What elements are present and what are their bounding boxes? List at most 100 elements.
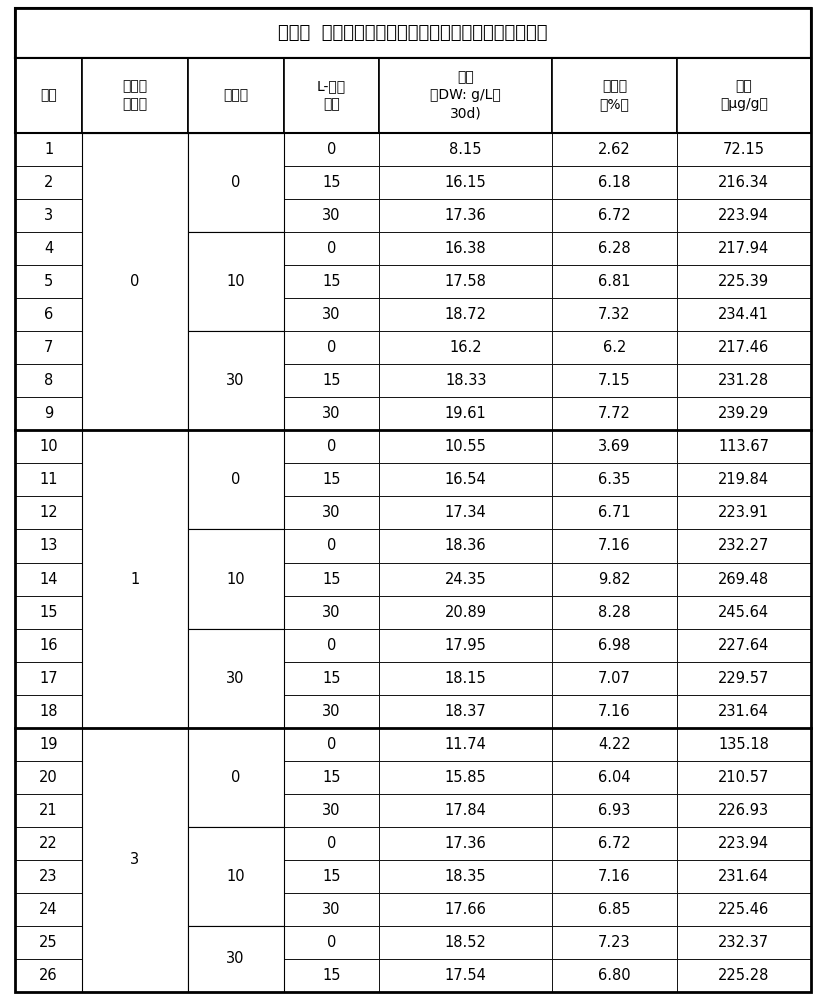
Text: 26: 26: [40, 968, 58, 983]
Bar: [552, 629, 676, 662]
Text: 7.32: 7.32: [598, 307, 631, 322]
Text: 231.28: 231.28: [719, 373, 770, 388]
Text: 1: 1: [131, 572, 140, 587]
Text: 黑曲霉: 黑曲霉: [223, 89, 248, 103]
Text: 3: 3: [44, 208, 53, 223]
Bar: [188, 331, 283, 430]
Text: 232.37: 232.37: [719, 935, 770, 950]
Text: 6.28: 6.28: [598, 241, 631, 256]
Text: 30: 30: [322, 307, 341, 322]
Text: 4.22: 4.22: [598, 737, 631, 752]
Text: 24.35: 24.35: [445, 572, 487, 587]
Bar: [82, 58, 188, 133]
Text: 6.04: 6.04: [598, 770, 631, 785]
Bar: [379, 761, 552, 794]
Text: 0: 0: [231, 770, 240, 785]
Bar: [676, 232, 811, 265]
Text: 15: 15: [322, 572, 341, 587]
Bar: [188, 133, 283, 232]
Bar: [188, 728, 283, 761]
Bar: [82, 496, 188, 529]
Bar: [552, 662, 676, 695]
Text: 5: 5: [44, 274, 53, 289]
Bar: [379, 827, 552, 860]
Bar: [188, 364, 283, 397]
Bar: [82, 397, 188, 430]
Bar: [15, 232, 82, 265]
Bar: [82, 133, 188, 430]
Bar: [379, 463, 552, 496]
Text: 22: 22: [39, 836, 58, 851]
Bar: [676, 926, 811, 959]
Text: 16.54: 16.54: [445, 472, 487, 487]
Text: 7.72: 7.72: [598, 406, 631, 421]
Bar: [188, 232, 283, 331]
Bar: [188, 893, 283, 926]
Text: 增长率
（%）: 增长率 （%）: [600, 80, 629, 111]
Bar: [283, 761, 379, 794]
Text: 226.93: 226.93: [719, 803, 770, 818]
Bar: [379, 166, 552, 199]
Bar: [283, 695, 379, 728]
Bar: [552, 529, 676, 562]
Text: 6.85: 6.85: [598, 902, 630, 917]
Text: 225.28: 225.28: [718, 968, 770, 983]
Bar: [379, 959, 552, 992]
Text: 20: 20: [39, 770, 58, 785]
Text: 6.35: 6.35: [598, 472, 630, 487]
Bar: [552, 232, 676, 265]
Bar: [676, 298, 811, 331]
Text: 产量
（μg/g）: 产量 （μg/g）: [720, 80, 768, 111]
Bar: [188, 430, 283, 529]
Text: 14: 14: [40, 572, 58, 587]
Bar: [15, 199, 82, 232]
Text: 223.94: 223.94: [719, 836, 770, 851]
Text: 8.28: 8.28: [598, 605, 631, 620]
Bar: [82, 629, 188, 662]
Bar: [379, 133, 552, 166]
Bar: [15, 596, 82, 629]
Bar: [552, 133, 676, 166]
Bar: [82, 265, 188, 298]
Bar: [379, 265, 552, 298]
Text: 217.94: 217.94: [719, 241, 770, 256]
Bar: [552, 430, 676, 463]
Bar: [379, 695, 552, 728]
Bar: [676, 596, 811, 629]
Bar: [676, 364, 811, 397]
Bar: [283, 58, 379, 133]
Text: 18.36: 18.36: [445, 538, 487, 553]
Text: 8.15: 8.15: [449, 142, 482, 157]
Bar: [188, 430, 283, 463]
Bar: [188, 926, 283, 959]
Text: 7.16: 7.16: [598, 869, 631, 884]
Bar: [188, 629, 283, 728]
Bar: [15, 695, 82, 728]
Bar: [15, 860, 82, 893]
Bar: [676, 529, 811, 562]
Bar: [283, 728, 379, 761]
Bar: [188, 265, 283, 298]
Bar: [82, 166, 188, 199]
Text: 216.34: 216.34: [719, 175, 769, 190]
Text: 6.2: 6.2: [603, 340, 626, 355]
Text: 6.72: 6.72: [598, 836, 631, 851]
Text: 10: 10: [226, 869, 244, 884]
Text: 0: 0: [327, 836, 336, 851]
Text: 18: 18: [40, 704, 58, 719]
Bar: [676, 860, 811, 893]
Text: 0: 0: [231, 175, 240, 190]
Bar: [283, 430, 379, 463]
Text: 0: 0: [327, 538, 336, 553]
Bar: [552, 562, 676, 596]
Text: 干重
（DW: g/L．
30d): 干重 （DW: g/L． 30d): [430, 71, 501, 120]
Bar: [283, 926, 379, 959]
Bar: [379, 629, 552, 662]
Text: 10.55: 10.55: [445, 439, 487, 454]
Text: 8: 8: [44, 373, 53, 388]
Text: 6.71: 6.71: [598, 505, 631, 520]
Text: 酸水解
酪蛋白: 酸水解 酪蛋白: [122, 80, 148, 111]
Text: 6.93: 6.93: [598, 803, 630, 818]
Bar: [552, 199, 676, 232]
Bar: [82, 596, 188, 629]
